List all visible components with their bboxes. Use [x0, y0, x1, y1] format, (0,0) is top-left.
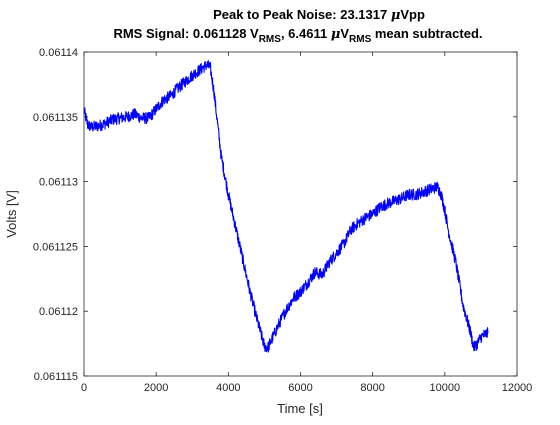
y-tick-label: 0.06114: [39, 47, 78, 59]
x-tick-label: 2000: [144, 382, 168, 394]
series-line-0: [83, 60, 489, 353]
y-tick-label: 0.061115: [34, 371, 78, 383]
x-tick-label: 10000: [430, 382, 461, 394]
chart-title-line1: Peak to Peak Noise: 23.1317 μVpp: [213, 7, 425, 23]
plot-area: 0 2000 4000 6000 8000 10000 12000 0.061115 0.061…: [33, 47, 532, 394]
series-layer: [83, 60, 489, 353]
y-axis-label: Volts [V]: [4, 190, 19, 238]
x-tick-label: 4000: [216, 382, 240, 394]
y-tick-label: 0.06113: [39, 177, 78, 189]
plot-background: [84, 52, 517, 376]
y-tick-label: 0.06112: [39, 306, 78, 318]
chart-title-line2: RMS Signal: 0.061128 VRMS, 6.4611 μVRMS …: [113, 26, 482, 45]
x-tick-label: 8000: [360, 382, 384, 394]
x-tick-label: 6000: [288, 382, 312, 394]
x-axis-label: Time [s]: [277, 401, 323, 416]
x-tick-label: 12000: [502, 382, 533, 394]
x-tick-label: 0: [81, 382, 87, 394]
axes-layer: 0 2000 4000 6000 8000 10000 12000 0.061115 0.061…: [33, 47, 532, 394]
y-tick-label: 0.061125: [33, 241, 78, 253]
y-tick-label: 0.061135: [33, 112, 78, 124]
